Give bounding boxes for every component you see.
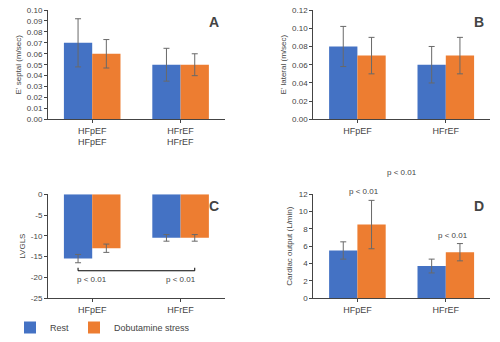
svg-text:HFpEF: HFpEF [78, 305, 107, 315]
svg-text:D: D [474, 198, 484, 214]
svg-text:10: 10 [299, 207, 308, 216]
svg-text:HFpEF: HFpEF [343, 305, 372, 315]
svg-text:HFrEF: HFrEF [167, 305, 194, 315]
svg-text:HFpEF: HFpEF [78, 137, 107, 147]
svg-text:0.03: 0.03 [27, 82, 43, 91]
svg-text:2: 2 [303, 277, 308, 286]
svg-text:0.09: 0.09 [27, 17, 43, 26]
svg-text:0.04: 0.04 [292, 79, 308, 88]
svg-text:HFrEF: HFrEF [433, 126, 460, 136]
svg-text:0.04: 0.04 [27, 71, 43, 80]
svg-text:-25: -25 [31, 294, 43, 303]
svg-text:p < 0.01: p < 0.01 [349, 187, 379, 196]
svg-text:0.10: 0.10 [292, 24, 308, 33]
svg-text:HFpEF: HFpEF [343, 126, 372, 136]
svg-text:HFpEF: HFpEF [78, 126, 107, 136]
svg-text:B: B [474, 14, 484, 30]
svg-text:HFrEF: HFrEF [167, 126, 194, 136]
svg-text:12: 12 [299, 190, 308, 199]
svg-text:8: 8 [303, 225, 308, 234]
svg-text:Cardiac output (L/min): Cardiac output (L/min) [285, 206, 294, 285]
svg-text:p < 0.01: p < 0.01 [77, 275, 107, 284]
svg-text:0.05: 0.05 [27, 61, 43, 70]
svg-text:E' lateral (m/sec): E' lateral (m/sec) [279, 35, 288, 95]
svg-text:6: 6 [303, 242, 308, 251]
svg-text:0.06: 0.06 [292, 61, 308, 70]
svg-text:0.02: 0.02 [292, 97, 308, 106]
svg-text:C: C [209, 198, 219, 214]
svg-text:0: 0 [303, 294, 308, 303]
svg-text:0.01: 0.01 [27, 104, 43, 113]
svg-text:0.00: 0.00 [292, 115, 308, 124]
svg-text:0: 0 [38, 190, 43, 199]
svg-text:0.12: 0.12 [292, 6, 308, 15]
svg-text:-15: -15 [31, 252, 43, 261]
svg-text:0.00: 0.00 [27, 115, 43, 124]
svg-text:-20: -20 [31, 273, 43, 282]
svg-text:p < 0.01: p < 0.01 [438, 231, 468, 240]
svg-text:E' septal (m/sec): E' septal (m/sec) [14, 35, 23, 95]
svg-text:0.07: 0.07 [27, 39, 43, 48]
svg-text:p < 0.01: p < 0.01 [166, 275, 196, 284]
svg-text:Dobutamine stress: Dobutamine stress [114, 323, 190, 333]
svg-text:HFrEF: HFrEF [433, 305, 460, 315]
svg-text:0.10: 0.10 [27, 6, 43, 15]
svg-text:HFrEF: HFrEF [167, 137, 194, 147]
svg-text:p < 0.01: p < 0.01 [387, 168, 417, 177]
svg-text:-10: -10 [31, 232, 43, 241]
svg-text:0.06: 0.06 [27, 50, 43, 59]
svg-text:0.08: 0.08 [292, 42, 308, 51]
svg-text:4: 4 [303, 259, 308, 268]
svg-text:LVGLS: LVGLS [18, 234, 27, 259]
svg-text:Rest: Rest [50, 323, 69, 333]
svg-text:-5: -5 [35, 211, 43, 220]
svg-text:A: A [209, 14, 219, 30]
svg-text:0.08: 0.08 [27, 28, 43, 37]
svg-text:0.02: 0.02 [27, 93, 43, 102]
